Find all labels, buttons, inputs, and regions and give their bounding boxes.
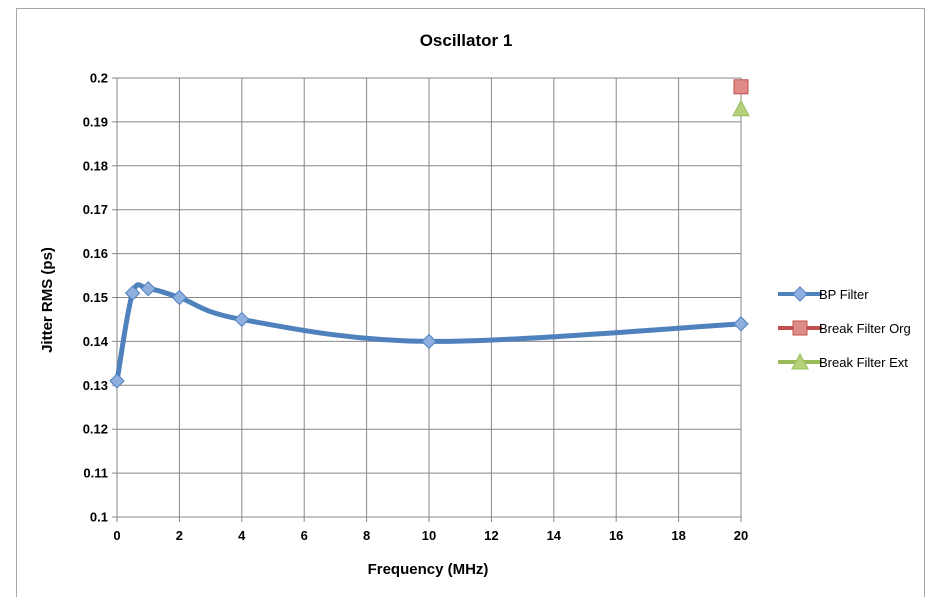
y-tick-label: 0.11 bbox=[83, 466, 108, 481]
data-point bbox=[140, 281, 156, 297]
x-axis-title: Frequency (MHz) bbox=[368, 561, 489, 578]
series-2 bbox=[732, 99, 750, 117]
x-tick-label: 2 bbox=[176, 528, 183, 543]
y-tick-label: 0.19 bbox=[83, 114, 108, 129]
y-tick-label: 0.1 bbox=[90, 510, 108, 525]
x-tick-label: 0 bbox=[113, 528, 120, 543]
legend-label: BP Filter bbox=[819, 287, 869, 302]
legend-label: Break Filter Org bbox=[819, 321, 911, 336]
x-tick-label: 8 bbox=[363, 528, 370, 543]
legend: BP Filter Break Filter Org Break Filter Ex… bbox=[778, 286, 911, 370]
tick-labels: 0.1 0.11 0.12 0.13 0.14 0.15 0.16 0.17 0.18 0.19 0… bbox=[83, 71, 749, 544]
data-point bbox=[171, 289, 188, 306]
data-point bbox=[234, 311, 250, 328]
y-tick-label: 0.15 bbox=[83, 290, 108, 305]
y-tick-label: 0.18 bbox=[83, 158, 108, 173]
x-tick-label: 18 bbox=[671, 528, 685, 543]
x-tick-label: 16 bbox=[609, 528, 623, 543]
x-tick-label: 14 bbox=[547, 528, 562, 543]
y-tick-label: 0.16 bbox=[83, 246, 108, 261]
x-tick-label: 4 bbox=[238, 528, 246, 543]
legend-marker bbox=[791, 352, 809, 370]
x-tick-label: 6 bbox=[301, 528, 308, 543]
plot-series bbox=[109, 79, 750, 389]
x-tick-label: 20 bbox=[734, 528, 748, 543]
legend-marker bbox=[792, 286, 808, 302]
data-point bbox=[733, 79, 749, 95]
legend-item: Break Filter Ext bbox=[778, 352, 908, 370]
series-1 bbox=[733, 79, 749, 95]
data-point bbox=[124, 285, 141, 301]
data-point bbox=[421, 333, 437, 350]
y-tick-label: 0.17 bbox=[83, 202, 108, 217]
legend-item: BP Filter bbox=[778, 286, 869, 302]
x-tick-label: 10 bbox=[422, 528, 436, 543]
chart-title: Oscillator 1 bbox=[420, 31, 513, 50]
legend-label: Break Filter Ext bbox=[819, 355, 908, 370]
y-axis-title: Jitter RMS (ps) bbox=[39, 247, 56, 353]
data-point bbox=[733, 316, 749, 332]
legend-item: Break Filter Org bbox=[778, 320, 911, 336]
y-tick-label: 0.14 bbox=[83, 334, 109, 349]
series-0 bbox=[109, 281, 749, 389]
y-tick-label: 0.13 bbox=[83, 378, 108, 393]
x-tick-label: 12 bbox=[484, 528, 498, 543]
data-point bbox=[109, 373, 125, 389]
y-tick-label: 0.12 bbox=[83, 422, 108, 437]
data-point bbox=[732, 99, 750, 117]
y-tick-label: 0.2 bbox=[90, 71, 108, 86]
chart-border bbox=[16, 8, 925, 597]
legend-marker bbox=[792, 320, 808, 336]
